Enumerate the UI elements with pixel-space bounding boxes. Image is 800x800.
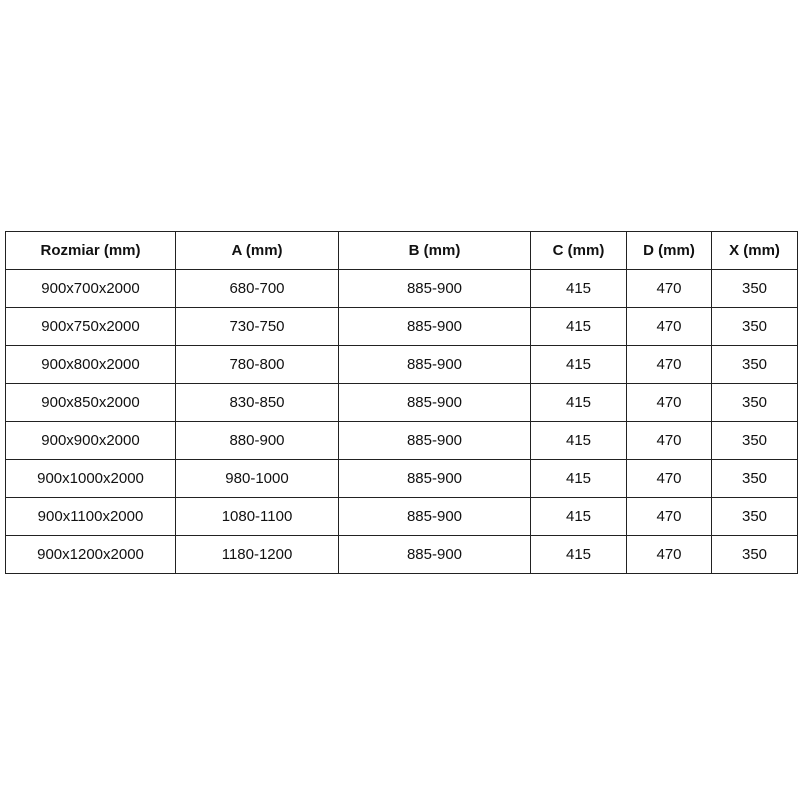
table-cell: 350 (711, 535, 798, 574)
table-cell: 885-900 (338, 307, 531, 346)
table-cell: 470 (626, 307, 712, 346)
table-cell: 470 (626, 421, 712, 460)
table-cell: 1180-1200 (175, 535, 339, 574)
table-cell: 885-900 (338, 535, 531, 574)
table-cell: 780-800 (175, 345, 339, 384)
table-cell: 730-750 (175, 307, 339, 346)
table-cell: 350 (711, 459, 798, 498)
table-cell: 470 (626, 459, 712, 498)
table-cell: 415 (530, 345, 627, 384)
table-row: 900x1200x2000 1180-1200 885-900 415 470 350 (5, 535, 798, 574)
table-cell: 415 (530, 497, 627, 536)
table-cell: 900x1000x2000 (5, 459, 176, 498)
table-cell: 880-900 (175, 421, 339, 460)
table-row: 900x700x2000 680-700 885-900 415 470 350 (5, 269, 798, 308)
table-row: 900x1000x2000 980-1000 885-900 415 470 350 (5, 459, 798, 498)
table-cell: 350 (711, 421, 798, 460)
table-cell: 415 (530, 535, 627, 574)
dimensions-table: Rozmiar (mm) A (mm) B (mm) C (mm) D (mm) X (m… (5, 231, 798, 574)
table-cell: 350 (711, 345, 798, 384)
table-row: 900x750x2000 730-750 885-900 415 470 350 (5, 307, 798, 346)
table-cell: 1080-1100 (175, 497, 339, 536)
table-cell: 415 (530, 383, 627, 422)
table-header-row: Rozmiar (mm) A (mm) B (mm) C (mm) D (mm) X (m… (5, 231, 798, 270)
table-cell: 415 (530, 421, 627, 460)
table-cell: 415 (530, 459, 627, 498)
table-cell: 350 (711, 307, 798, 346)
column-header: X (mm) (711, 231, 798, 270)
table-cell: 470 (626, 535, 712, 574)
table-row: 900x850x2000 830-850 885-900 415 470 350 (5, 383, 798, 422)
table-cell: 350 (711, 269, 798, 308)
table-cell: 885-900 (338, 421, 531, 460)
table-cell: 900x700x2000 (5, 269, 176, 308)
table-cell: 350 (711, 497, 798, 536)
table-cell: 885-900 (338, 345, 531, 384)
table-cell: 900x850x2000 (5, 383, 176, 422)
table-cell: 350 (711, 383, 798, 422)
table-row: 900x900x2000 880-900 885-900 415 470 350 (5, 421, 798, 460)
column-header: B (mm) (338, 231, 531, 270)
table-cell: 885-900 (338, 497, 531, 536)
column-header: A (mm) (175, 231, 339, 270)
table-cell: 900x900x2000 (5, 421, 176, 460)
table-cell: 470 (626, 383, 712, 422)
table-cell: 885-900 (338, 383, 531, 422)
table-cell: 900x800x2000 (5, 345, 176, 384)
table-cell: 885-900 (338, 269, 531, 308)
table-cell: 470 (626, 269, 712, 308)
table-cell: 470 (626, 345, 712, 384)
column-header: C (mm) (530, 231, 627, 270)
table-cell: 415 (530, 307, 627, 346)
table-cell: 900x1200x2000 (5, 535, 176, 574)
table-cell: 900x750x2000 (5, 307, 176, 346)
table-cell: 885-900 (338, 459, 531, 498)
table-row: 900x1100x2000 1080-1100 885-900 415 470 350 (5, 497, 798, 536)
table-cell: 415 (530, 269, 627, 308)
table-row: 900x800x2000 780-800 885-900 415 470 350 (5, 345, 798, 384)
column-header: D (mm) (626, 231, 712, 270)
table-cell: 900x1100x2000 (5, 497, 176, 536)
table-cell: 980-1000 (175, 459, 339, 498)
table-cell: 680-700 (175, 269, 339, 308)
table-cell: 830-850 (175, 383, 339, 422)
column-header: Rozmiar (mm) (5, 231, 176, 270)
table-cell: 470 (626, 497, 712, 536)
